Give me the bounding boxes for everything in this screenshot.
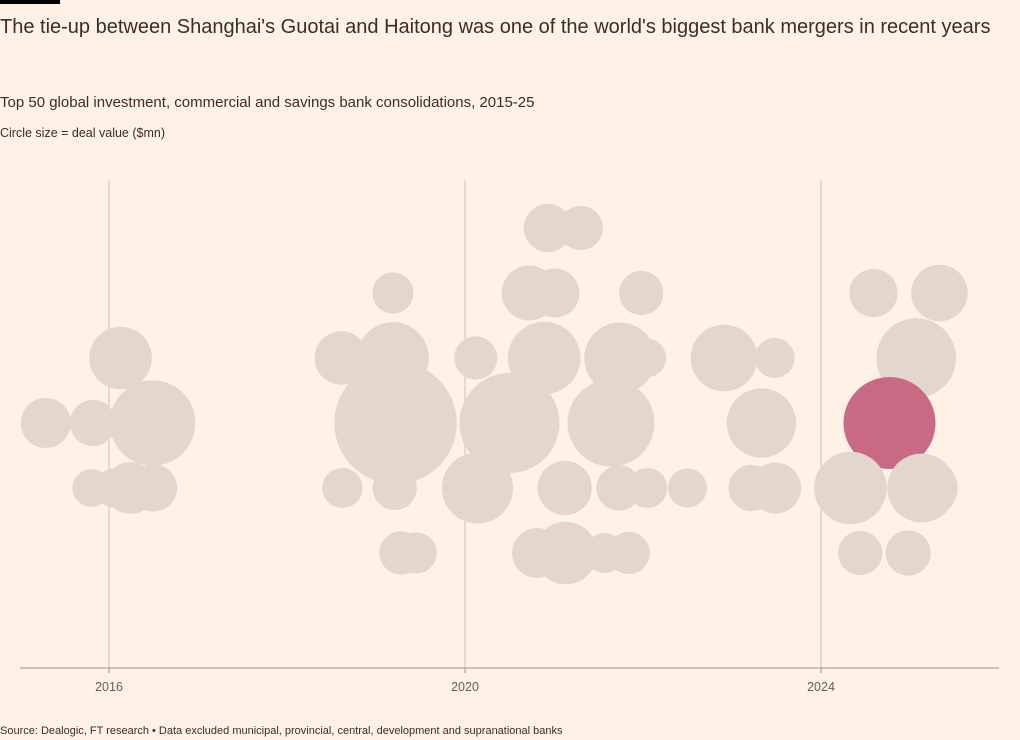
bubble [584, 533, 625, 573]
chart-title: The tie-up between Shanghai's Guotai and… [0, 16, 991, 38]
bubble [109, 380, 196, 466]
bubble [129, 464, 178, 512]
bubble [372, 465, 417, 511]
bubble [838, 530, 883, 576]
bubble [728, 464, 775, 512]
bubble [754, 338, 795, 378]
bubble [507, 321, 581, 395]
x-axis-ticks: 2016 2020 2024 [95, 668, 835, 694]
bubble [459, 373, 560, 473]
bubble [89, 326, 152, 390]
bubble [537, 460, 592, 516]
bubble [887, 453, 956, 523]
bubble [814, 451, 887, 525]
bubble [69, 399, 117, 447]
bubble [911, 264, 968, 322]
bubble-chart: 2016 2020 2024 [20, 180, 999, 694]
bubble [530, 268, 580, 318]
x-tick-label: 2020 [451, 680, 479, 694]
x-tick-label: 2016 [95, 680, 123, 694]
bubble [334, 361, 457, 485]
x-tick-label: 2024 [807, 680, 835, 694]
bubble [441, 452, 514, 524]
bubble [567, 379, 655, 467]
bubble [690, 324, 758, 392]
bubble [314, 331, 368, 385]
chart-subtitle: Top 50 global investment, commercial and… [0, 94, 535, 111]
bubble [558, 205, 603, 251]
bubble [20, 398, 71, 448]
bubble [726, 388, 797, 458]
bubble [454, 336, 498, 380]
bubble [627, 338, 667, 378]
bubble [523, 203, 572, 253]
bubble [323, 468, 363, 508]
bubble [372, 272, 414, 314]
source-note: Source: Dealogic, FT research • Data exc… [0, 725, 563, 737]
bubble [627, 468, 668, 508]
ft-brand-bar [0, 0, 60, 4]
bubble [95, 468, 136, 508]
bubble [668, 468, 707, 508]
bubble [619, 270, 664, 316]
size-legend-note: Circle size = deal value ($mn) [0, 126, 165, 140]
bubble [596, 465, 642, 511]
bubble [584, 322, 656, 394]
bubble-highlight [843, 377, 936, 469]
bubble [849, 268, 898, 318]
bubble [395, 532, 437, 574]
bubble [512, 528, 563, 578]
bubbles [20, 203, 968, 585]
bubble [885, 530, 931, 576]
